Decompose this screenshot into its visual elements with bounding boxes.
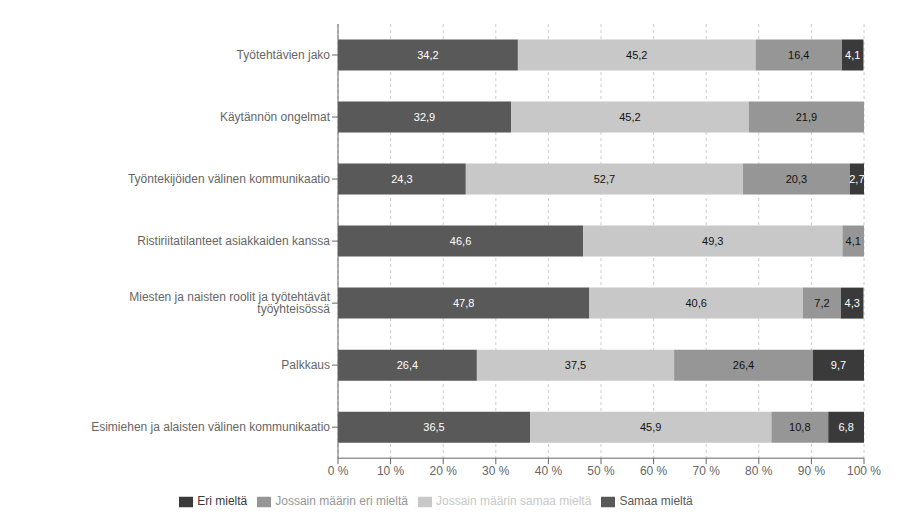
svg-text:16,4: 16,4 [788,49,809,61]
svg-text:20,3: 20,3 [786,173,807,185]
svg-text:60 %: 60 % [640,464,668,478]
svg-text:Ristiriitatilanteet asiakkaide: Ristiriitatilanteet asiakkaiden kanssa [137,234,330,248]
svg-text:90 %: 90 % [798,464,826,478]
svg-text:40,6: 40,6 [685,297,706,309]
svg-text:Miesten ja naisten roolit ja t: Miesten ja naisten roolit ja työtehtävät… [129,290,330,316]
svg-text:4,1: 4,1 [845,49,860,61]
svg-text:Työntekijöiden välinen kommuni: Työntekijöiden välinen kommunikaatio [128,172,330,186]
svg-text:32,9: 32,9 [414,111,435,123]
svg-text:Palkkaus: Palkkaus [281,358,330,372]
svg-text:26,4: 26,4 [733,359,754,371]
svg-text:50 %: 50 % [587,464,615,478]
svg-text:26,4: 26,4 [397,359,418,371]
svg-text:6,8: 6,8 [838,421,853,433]
html-text:Eri mieltä: Eri mieltä [197,494,248,509]
svg-text:4,3: 4,3 [845,297,860,309]
svg-text:20 %: 20 % [430,464,458,478]
svg-text:9,7: 9,7 [831,359,846,371]
svg-text:30 %: 30 % [482,464,510,478]
svg-text:34,2: 34,2 [417,49,438,61]
svg-text:21,9: 21,9 [796,111,817,123]
svg-text:0 %: 0 % [328,464,349,478]
svg-text:10 %: 10 % [377,464,405,478]
svg-text:7,2: 7,2 [814,297,829,309]
svg-text:2,7: 2,7 [849,173,864,185]
svg-text:52,7: 52,7 [594,173,615,185]
html-text:Jossain määrin eri mieltä: Jossain määrin eri mieltä [275,494,408,509]
svg-text:Työtehtävien jako: Työtehtävien jako [237,48,331,62]
svg-text:Esimiehen ja alaisten välinen: Esimiehen ja alaisten välinen kommunikaa… [91,420,330,434]
svg-text:10,8: 10,8 [789,421,810,433]
svg-text:45,2: 45,2 [619,111,640,123]
svg-text:80 %: 80 % [745,464,773,478]
svg-text:47,8: 47,8 [453,297,474,309]
svg-text:45,9: 45,9 [640,421,661,433]
svg-text:46,6: 46,6 [450,235,471,247]
svg-text:Käytännön ongelmat: Käytännön ongelmat [220,110,331,124]
svg-text:45,2: 45,2 [626,49,647,61]
svg-text:37,5: 37,5 [565,359,586,371]
svg-text:49,3: 49,3 [702,235,723,247]
html-text:Jossain määrin samaa mieltä: Jossain määrin samaa mieltä [436,494,592,509]
html-text:Samaa mieltä: Samaa mieltä [619,494,693,509]
svg-text:4,1: 4,1 [846,235,861,247]
svg-text:36,5: 36,5 [423,421,444,433]
svg-text:24,3: 24,3 [391,173,412,185]
svg-text:70 %: 70 % [693,464,721,478]
svg-text:100 %: 100 % [847,464,881,478]
svg-text:40 %: 40 % [535,464,563,478]
